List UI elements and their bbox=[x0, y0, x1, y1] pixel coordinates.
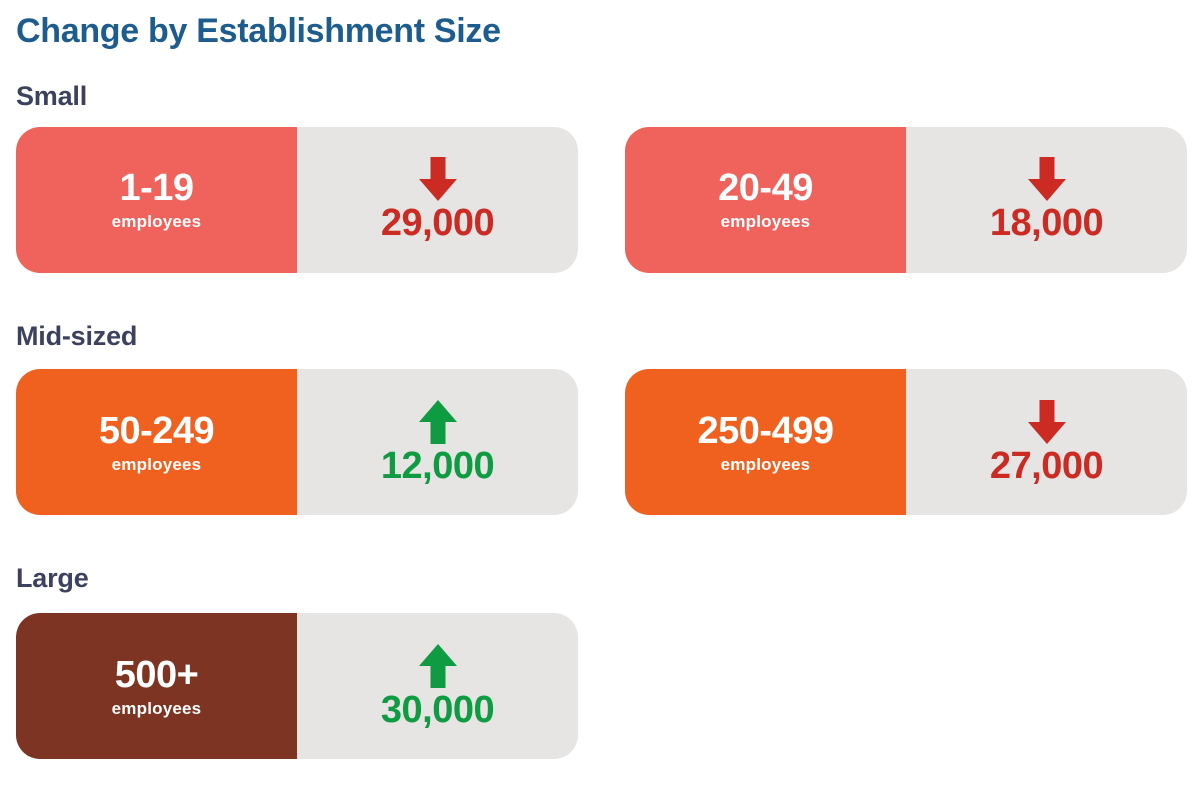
section-label-small: Small bbox=[16, 81, 88, 112]
size-band: 1-19 employees bbox=[16, 126, 297, 273]
card-20-49-employees: 20-49 employees 18,000 bbox=[625, 126, 1187, 273]
size-unit: employees bbox=[720, 212, 811, 232]
section-mid-sized-row: 50-249 employees 12,000 250-499 employee… bbox=[16, 369, 1187, 516]
card-500-plus-employees: 500+ employees 30,000 bbox=[16, 613, 578, 760]
section-small-row: 1-19 employees 29,000 20-49 employees 18… bbox=[16, 126, 1187, 273]
change-stat: 29,000 bbox=[297, 126, 578, 273]
size-range: 500+ bbox=[114, 653, 199, 696]
down-arrow-icon bbox=[1027, 399, 1066, 444]
change-value: 12,000 bbox=[380, 444, 495, 487]
section-label-mid-sized: Mid-sized bbox=[16, 320, 138, 351]
size-unit: employees bbox=[111, 212, 202, 232]
section-label-large: Large bbox=[16, 563, 89, 594]
change-value: 29,000 bbox=[380, 202, 495, 245]
size-band: 20-49 employees bbox=[625, 126, 906, 273]
card-250-499-employees: 250-499 employees 27,000 bbox=[625, 369, 1187, 516]
section-large-row: 500+ employees 30,000 bbox=[16, 613, 1187, 760]
section-mid-sized: Mid-sized 50-249 employees 12,000 250-49… bbox=[16, 320, 1187, 516]
up-arrow-icon bbox=[418, 643, 457, 688]
change-stat: 30,000 bbox=[297, 613, 578, 760]
size-range: 250-499 bbox=[697, 409, 834, 452]
size-range: 1-19 bbox=[119, 167, 194, 210]
down-arrow-icon bbox=[418, 157, 457, 202]
change-stat: 18,000 bbox=[906, 126, 1187, 273]
change-value: 18,000 bbox=[989, 202, 1104, 245]
change-value: 27,000 bbox=[989, 444, 1104, 487]
infographic: Change by Establishment Size Small 1-19 … bbox=[16, 12, 1187, 760]
size-band: 500+ employees bbox=[16, 613, 297, 760]
change-value: 30,000 bbox=[380, 688, 495, 731]
size-unit: employees bbox=[111, 698, 202, 718]
down-arrow-icon bbox=[1027, 157, 1066, 202]
size-unit: employees bbox=[111, 454, 202, 474]
change-stat: 12,000 bbox=[297, 369, 578, 516]
size-unit: employees bbox=[720, 454, 811, 474]
card-1-19-employees: 1-19 employees 29,000 bbox=[16, 126, 578, 273]
up-arrow-icon bbox=[418, 399, 457, 444]
card-50-249-employees: 50-249 employees 12,000 bbox=[16, 369, 578, 516]
size-range: 20-49 bbox=[718, 167, 813, 210]
size-range: 50-249 bbox=[98, 409, 215, 452]
section-small: Small 1-19 employees 29,000 20-49 employ… bbox=[16, 81, 1187, 273]
change-stat: 27,000 bbox=[906, 369, 1187, 516]
size-band: 250-499 employees bbox=[625, 369, 906, 516]
section-large: Large 500+ employees 30,000 bbox=[16, 563, 1187, 760]
page-title: Change by Establishment Size bbox=[16, 12, 501, 50]
size-band: 50-249 employees bbox=[16, 369, 297, 516]
